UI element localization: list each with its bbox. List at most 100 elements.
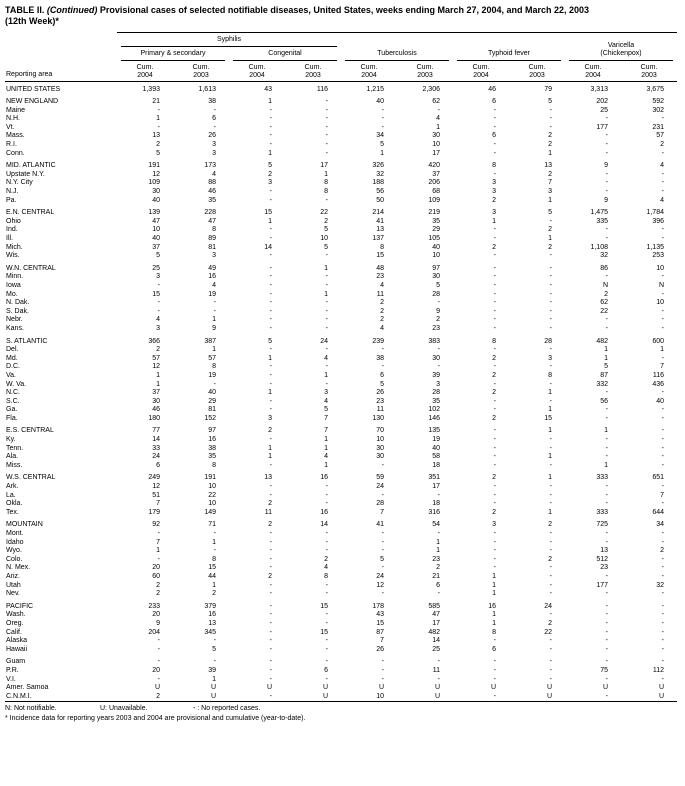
year-label: 2003	[641, 71, 657, 79]
value-cell: -	[549, 397, 552, 405]
area-cell: Maine	[6, 106, 26, 114]
value-cell: 39	[208, 666, 216, 674]
value-cell: -	[157, 530, 160, 537]
value-cell: -	[549, 564, 552, 572]
value-cell: 14	[152, 436, 160, 444]
table-row: Mo. 15 19-1 11 28- -2-	[5, 291, 677, 300]
value-cell: -	[549, 666, 552, 674]
value-cell: -	[269, 461, 272, 469]
value-cell: 14	[320, 521, 328, 529]
value-cell: 51	[152, 491, 160, 499]
value-cell: 59	[376, 474, 384, 482]
value-cell: 35	[432, 397, 440, 405]
value-cell: 105	[428, 235, 440, 242]
value-cell: -	[381, 658, 384, 666]
value-cell: -	[381, 115, 384, 123]
value-cell: 2	[548, 521, 552, 529]
value-cell: U	[322, 692, 328, 700]
value-cell: 152	[204, 414, 216, 422]
title-description: Provisional cases of selected notifiable…	[97, 5, 590, 15]
cum-year-header: Cum. 2003	[621, 60, 677, 82]
value-cell: 43	[264, 85, 272, 93]
area-cell: Kans.	[6, 324, 24, 332]
cum-year-header: Cum. 2003	[509, 60, 565, 82]
value-cell: 54	[432, 521, 440, 529]
value-cell: 1	[268, 453, 272, 461]
value-cell: -	[493, 491, 496, 499]
value-cell: 4	[212, 281, 216, 289]
value-cell: -	[437, 491, 440, 499]
table-row: D.C. 12 8 - - - - - - 5 7	[5, 363, 677, 372]
value-cell: -	[605, 692, 608, 700]
table-row: W.N. CENTRAL 25 49 - 1 48 97 - - 86 10	[5, 265, 677, 274]
value-cell: -	[269, 226, 272, 234]
value-cell: 38	[208, 444, 216, 452]
value-cell: -	[269, 590, 272, 598]
value-cell: 20	[152, 611, 160, 619]
area-cell: N. Mex.	[6, 564, 31, 572]
value-cell: 1	[268, 444, 272, 452]
table-row: N.Y. City 109 88 3 8 188 206 3 7 - -	[5, 179, 677, 188]
cum-year-header: Cum. 2003	[397, 60, 453, 82]
value-cell: -	[605, 675, 608, 683]
value-cell: 3,313	[590, 85, 608, 93]
year-label: 2004	[585, 71, 601, 79]
value-cell: -	[381, 666, 384, 674]
value-cell: 3	[548, 188, 552, 196]
value-cell: 2	[660, 141, 664, 149]
value-cell: -	[661, 619, 664, 627]
value-cell: 7	[660, 491, 664, 499]
value-cell: -	[325, 307, 328, 315]
value-cell: 13	[600, 547, 608, 555]
year-label: 2004	[473, 71, 489, 79]
value-cell: -	[269, 555, 272, 563]
table-row: Pa. 40 35 - - 50 109 2 1 9 4	[5, 197, 677, 206]
value-cell: 88	[208, 179, 216, 187]
value-cell: 40	[656, 397, 664, 405]
cum-label: Cum.	[472, 63, 490, 71]
value-cell: -	[157, 299, 160, 307]
value-cell: 5	[156, 252, 160, 260]
value-cell: 2	[660, 547, 664, 555]
value-cell: 333	[596, 508, 608, 516]
value-cell: 2	[548, 226, 552, 234]
title-continued: (Continued)	[46, 5, 98, 15]
value-cell: 2	[380, 316, 384, 324]
value-cell: U	[546, 692, 552, 700]
value-cell: -	[661, 188, 664, 196]
table-row: Maine - - - - - - - - 25 302	[5, 107, 677, 116]
value-cell: 60	[152, 572, 160, 580]
table-row: Mont. - - - - - - - - - -	[5, 530, 677, 539]
value-cell: 1	[548, 235, 552, 242]
value-cell: -	[493, 324, 496, 332]
value-cell: 2	[156, 581, 160, 589]
value-cell: 7	[324, 414, 328, 422]
value-cell: -	[269, 371, 272, 379]
value-cell: 4	[156, 316, 160, 324]
cum-label: Cum.	[640, 63, 658, 71]
value-cell: 24	[544, 602, 552, 610]
value-cell: 16	[320, 474, 328, 482]
value-cell: 178	[372, 602, 384, 610]
value-cell: 191	[204, 474, 216, 482]
value-cell: 2	[156, 141, 160, 149]
value-cell: 71	[208, 521, 216, 529]
value-cell: 46	[152, 406, 160, 414]
table-row: Upstate N.Y. 12 4 2 1 32 37 - 2 - -	[5, 171, 677, 180]
value-cell: -	[549, 645, 552, 653]
area-cell: UNITED STATES	[6, 85, 61, 93]
value-cell: 1	[604, 346, 608, 354]
area-cell: Okla.	[6, 500, 23, 508]
value-cell: 1,475	[590, 209, 608, 217]
value-cell: -	[437, 106, 440, 114]
table-row: Wis. 5 3 - - 15 10 - - 32 253	[5, 252, 677, 261]
table-row: MID. ATLANTIC 191 173 5 17 326 420 8 13 9 4	[5, 162, 677, 171]
value-cell: 56	[376, 188, 384, 196]
value-cell: 34	[376, 132, 384, 140]
value-cell: 332	[596, 380, 608, 388]
value-cell: -	[269, 324, 272, 332]
value-cell: -	[661, 354, 664, 362]
value-cell: 10	[208, 500, 216, 508]
value-cell: -	[269, 307, 272, 315]
value-cell: 16	[488, 602, 496, 610]
